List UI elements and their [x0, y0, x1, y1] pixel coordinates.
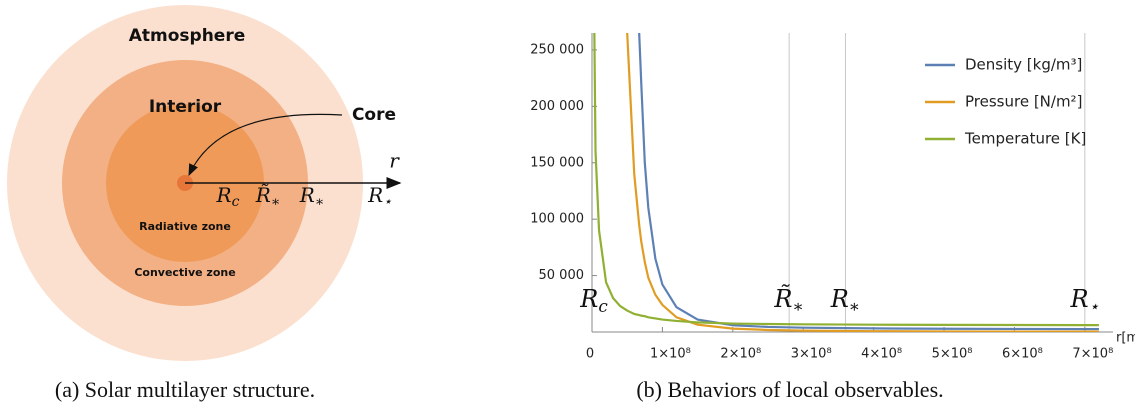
subscript: ⋆	[383, 194, 392, 210]
subscript: ∗	[792, 296, 803, 316]
math-label: R∗	[830, 285, 860, 316]
label: Interior	[149, 97, 222, 117]
caption: (b) Behaviors of local observables.	[636, 377, 943, 402]
symbol: R	[1070, 285, 1089, 313]
radius-labels: Rc R̃∗ R∗ R⋆	[216, 183, 393, 211]
y-tick-label: 150 000	[530, 155, 584, 170]
series-line	[593, 33, 1099, 327]
label: Convective zone	[134, 266, 235, 279]
symbol: R̃	[773, 284, 792, 312]
y-tick-label: 100 000	[530, 212, 584, 227]
math-label: R̃∗	[255, 183, 281, 211]
y-tick-label: 50 000	[539, 268, 585, 283]
x-tick-label: 5×10⁸	[932, 347, 973, 362]
math-label: Rc	[579, 285, 608, 316]
symbol: R	[830, 285, 849, 313]
legend-label: Density [kg/m³]	[965, 56, 1082, 74]
label: Core	[352, 105, 396, 125]
y-tick-label: 200 000	[530, 99, 584, 114]
x-axis-label: r[m]	[1116, 331, 1135, 346]
symbol: R	[299, 183, 315, 207]
legend-label: Temperature [K]	[964, 130, 1086, 148]
label: Radiative zone	[139, 220, 231, 233]
x-tick-label: 7×10⁸	[1072, 347, 1113, 362]
math-label: R⋆	[367, 183, 392, 211]
subscript: c	[598, 296, 608, 316]
math-label: R⋆	[1070, 285, 1100, 316]
series-line	[626, 33, 1099, 332]
subscript: ∗	[849, 296, 860, 316]
diagram: Atmosphere Interior Core r Radiative zon…	[7, 5, 402, 361]
legend-label: Pressure [N/m²]	[965, 93, 1082, 111]
label: r	[389, 149, 400, 173]
caption: (a) Solar multilayer structure.	[55, 377, 315, 402]
symbol: R̃	[255, 183, 271, 207]
x-tick-label: 3×10⁸	[791, 347, 832, 362]
x-tick-label: 0	[586, 347, 594, 362]
core-arrow	[188, 113, 343, 177]
subscript: ∗	[315, 194, 325, 210]
y-tick-label: 250 000	[530, 42, 584, 57]
x-tick-label: 2×10⁸	[720, 347, 761, 362]
math-label: Rc	[216, 183, 240, 211]
x-tick-label: 6×10⁸	[1002, 347, 1043, 362]
chart: 50 000 100 000 150 000 200 000 250 000 0 1×10⁸…	[530, 33, 1135, 362]
x-tick-label: 4×10⁸	[861, 347, 902, 362]
math-label: R∗	[299, 183, 325, 211]
subscript: ⋆	[1089, 296, 1100, 316]
series-line	[638, 33, 1099, 331]
symbol: R	[367, 183, 383, 207]
math-label: R̃∗	[773, 284, 803, 316]
symbol: R	[216, 183, 232, 207]
symbol: R	[579, 285, 598, 313]
label: Atmosphere	[129, 26, 246, 46]
x-tick-label: 1×10⁸	[650, 347, 691, 362]
subscript: c	[232, 194, 240, 210]
subscript: ∗	[271, 194, 281, 210]
